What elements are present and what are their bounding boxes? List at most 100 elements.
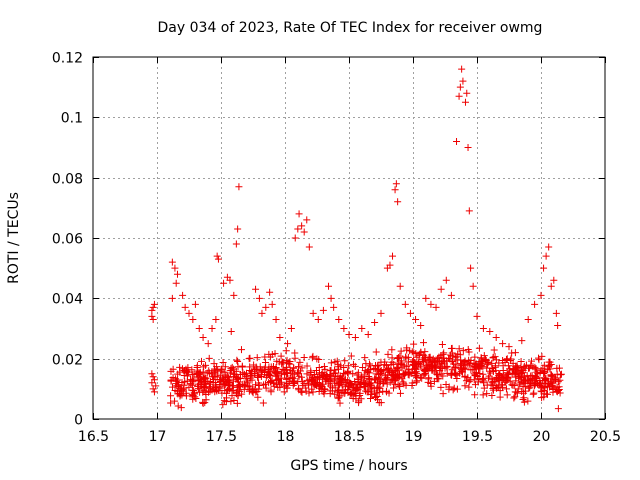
data-point bbox=[291, 349, 299, 357]
data-point bbox=[356, 380, 364, 388]
data-point bbox=[204, 340, 212, 348]
data-point bbox=[538, 352, 546, 360]
data-point bbox=[294, 384, 302, 392]
data-point bbox=[216, 380, 224, 388]
data-point bbox=[531, 300, 539, 308]
data-point bbox=[202, 396, 210, 404]
data-point bbox=[282, 347, 290, 355]
data-point bbox=[410, 340, 418, 348]
data-point bbox=[303, 362, 311, 370]
data-point bbox=[465, 378, 473, 386]
data-point bbox=[298, 373, 306, 381]
data-point bbox=[489, 384, 497, 392]
data-point bbox=[320, 363, 328, 371]
data-point bbox=[462, 377, 470, 385]
data-point bbox=[376, 375, 384, 383]
data-point bbox=[443, 369, 451, 377]
data-point bbox=[214, 255, 222, 263]
data-point bbox=[328, 384, 336, 392]
data-point bbox=[256, 363, 264, 371]
data-point bbox=[442, 276, 450, 284]
data-point bbox=[336, 399, 344, 407]
data-point bbox=[448, 349, 456, 357]
data-point bbox=[293, 369, 301, 377]
data-point bbox=[227, 328, 235, 336]
data-point bbox=[554, 321, 562, 329]
data-point bbox=[375, 383, 383, 391]
data-point bbox=[389, 252, 397, 260]
data-point bbox=[547, 372, 555, 380]
data-point bbox=[411, 365, 419, 373]
data-point bbox=[533, 368, 541, 376]
data-point bbox=[224, 386, 232, 394]
data-point bbox=[452, 363, 460, 371]
data-point bbox=[331, 390, 339, 398]
x-tick-label: 17.5 bbox=[206, 429, 237, 445]
data-point bbox=[317, 382, 325, 390]
data-point bbox=[383, 380, 391, 388]
y-tick-label: 0.12 bbox=[52, 51, 83, 67]
data-point bbox=[167, 392, 175, 400]
data-point bbox=[199, 399, 207, 407]
data-point bbox=[511, 349, 519, 357]
data-point bbox=[479, 357, 487, 365]
data-point bbox=[390, 384, 397, 392]
data-point bbox=[555, 364, 563, 372]
data-point bbox=[465, 207, 473, 215]
data-point bbox=[480, 384, 488, 392]
data-point bbox=[388, 369, 396, 377]
data-point bbox=[530, 389, 538, 397]
data-point bbox=[545, 243, 553, 251]
data-point bbox=[325, 380, 333, 388]
data-point bbox=[412, 378, 420, 386]
data-point bbox=[400, 362, 408, 370]
data-point bbox=[177, 404, 185, 412]
data-point bbox=[252, 381, 260, 389]
data-point bbox=[377, 399, 385, 407]
data-point bbox=[512, 388, 520, 396]
data-point bbox=[393, 374, 401, 382]
data-point bbox=[461, 382, 469, 390]
data-point bbox=[449, 358, 457, 366]
data-point bbox=[473, 312, 481, 320]
data-point bbox=[255, 294, 263, 302]
data-point bbox=[367, 379, 375, 387]
data-point bbox=[437, 285, 445, 293]
data-point bbox=[354, 369, 362, 377]
data-point bbox=[337, 389, 345, 397]
data-point bbox=[298, 364, 306, 372]
y-tick-labels: 0 0.02 0.04 0.06 0.08 0.1 0.12 bbox=[52, 51, 83, 429]
data-point bbox=[344, 380, 352, 388]
data-point bbox=[300, 354, 308, 362]
data-point bbox=[461, 98, 469, 106]
data-point bbox=[309, 309, 317, 317]
data-point bbox=[300, 379, 308, 387]
data-point bbox=[315, 356, 323, 364]
data-point bbox=[415, 351, 423, 359]
data-point bbox=[230, 291, 238, 299]
data-point bbox=[535, 382, 543, 389]
data-point bbox=[505, 343, 513, 351]
data-point bbox=[552, 309, 560, 317]
data-point bbox=[446, 355, 454, 363]
data-point bbox=[469, 282, 477, 290]
data-point bbox=[529, 363, 537, 371]
data-point bbox=[374, 396, 382, 404]
data-point bbox=[190, 370, 198, 378]
data-point bbox=[402, 354, 410, 362]
data-point bbox=[313, 375, 321, 383]
data-point bbox=[479, 391, 487, 399]
data-point bbox=[477, 361, 485, 369]
data-point bbox=[367, 387, 375, 395]
data-point bbox=[416, 361, 424, 369]
data-point bbox=[546, 365, 554, 373]
data-point bbox=[367, 390, 375, 398]
data-point bbox=[489, 353, 497, 361]
data-point bbox=[184, 364, 192, 372]
data-point bbox=[257, 373, 265, 381]
data-points bbox=[148, 65, 565, 413]
data-point bbox=[355, 397, 363, 405]
data-point bbox=[425, 375, 433, 383]
data-point bbox=[365, 360, 373, 368]
